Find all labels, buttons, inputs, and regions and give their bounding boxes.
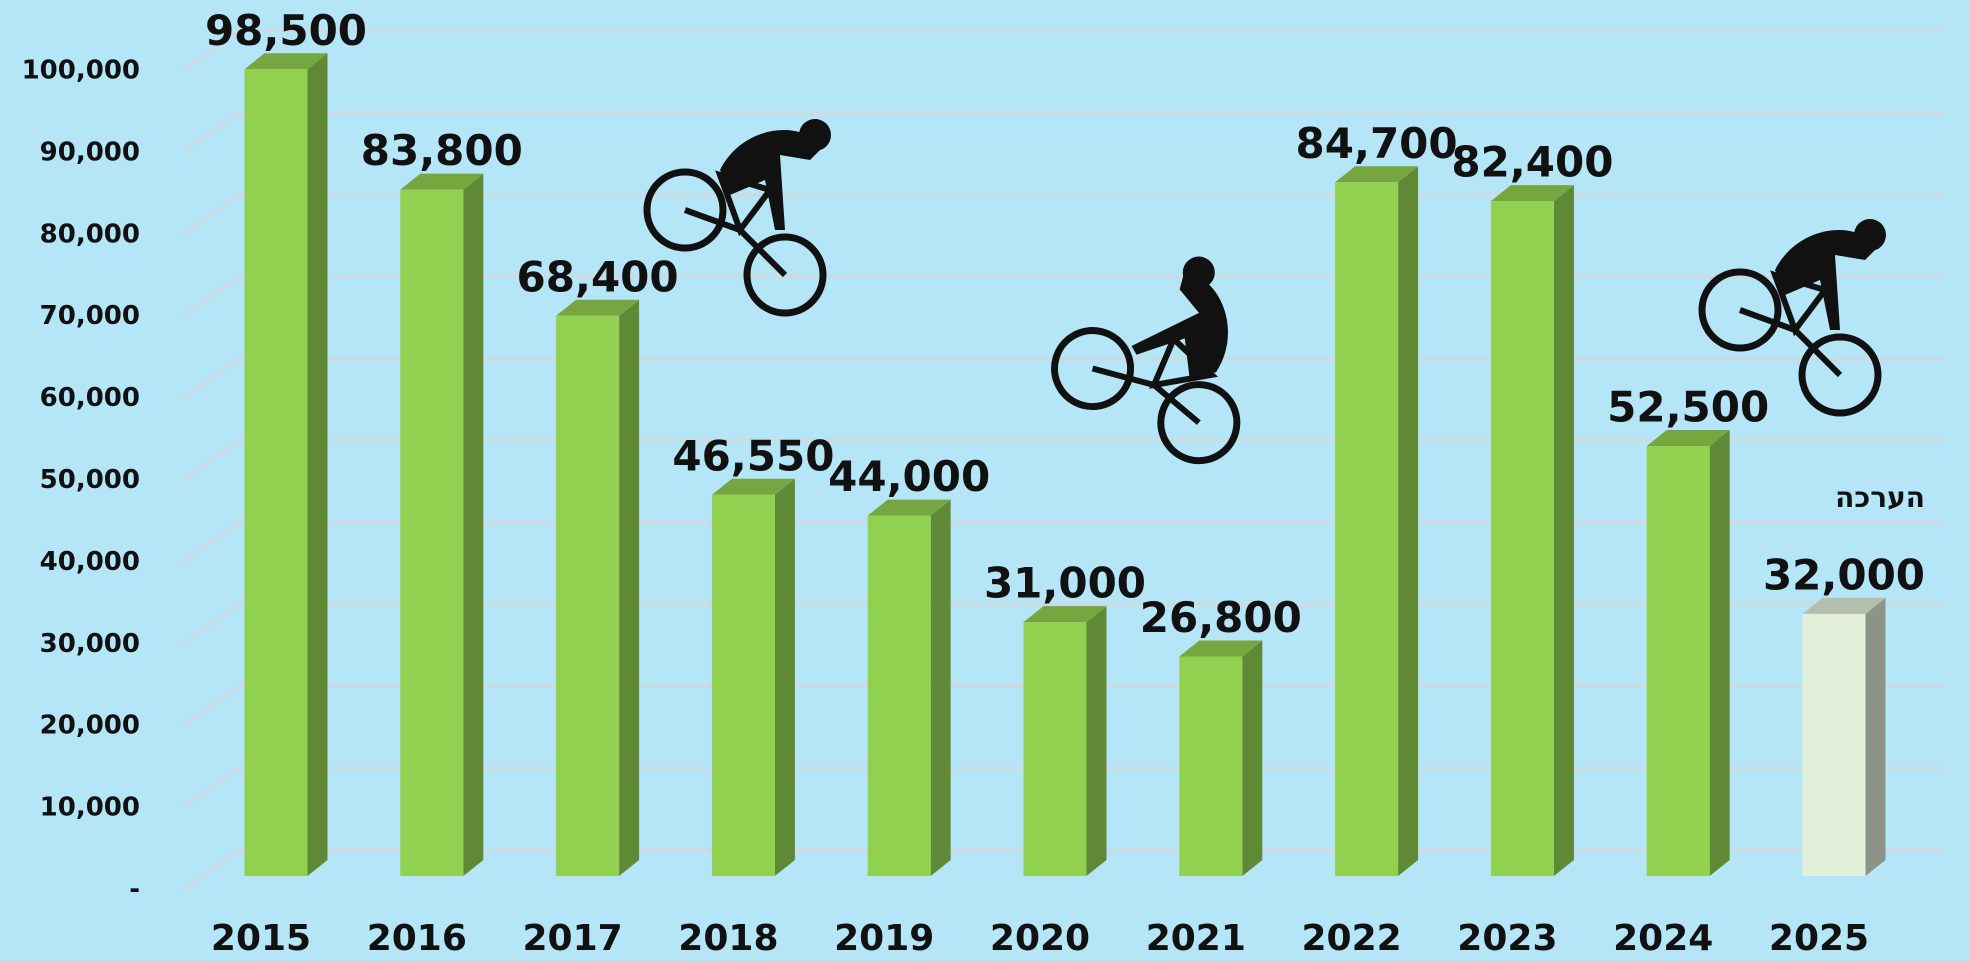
y-tick-label: 70,000 [40, 301, 140, 331]
x-tick-label: 2017 [522, 918, 622, 959]
grid-line [181, 29, 1945, 73]
bar [711, 494, 775, 876]
x-tick-label: 2022 [1301, 918, 1401, 959]
bar-side [1398, 166, 1419, 876]
value-label: 44,000 [828, 452, 990, 501]
y-tick-label: - [129, 875, 140, 905]
y-tick-label: 80,000 [40, 219, 140, 249]
y-tick-label: 30,000 [40, 629, 140, 659]
y-tick-label: 50,000 [40, 465, 140, 495]
y-tick-label: 10,000 [40, 793, 140, 823]
bar-top [1646, 430, 1730, 447]
value-label: 98,500 [205, 6, 367, 55]
bar-top [556, 299, 640, 316]
x-tick-label: 2016 [367, 918, 467, 959]
bar [556, 315, 620, 877]
value-label: 68,400 [517, 252, 679, 301]
x-tick-label: 2023 [1457, 918, 1557, 959]
bar [1802, 613, 1866, 876]
bar [867, 515, 931, 876]
bar [1335, 182, 1399, 876]
value-label: 84,700 [1296, 119, 1458, 168]
y-tick-label: 20,000 [40, 711, 140, 741]
x-tick-label: 2020 [990, 918, 1090, 959]
bar-side [930, 499, 951, 876]
bar [1023, 622, 1087, 876]
bar-top [1179, 640, 1263, 657]
y-tick-label: 100,000 [22, 56, 140, 86]
x-tick-label: 2021 [1146, 918, 1246, 959]
bar-top [400, 173, 484, 190]
bar-top [1490, 185, 1574, 202]
value-label: 32,000 [1763, 550, 1925, 599]
bike-icon [1037, 251, 1297, 507]
bar-side [1865, 597, 1886, 876]
bar-side [463, 173, 484, 877]
bar-side [1086, 606, 1107, 876]
value-label: 31,000 [984, 559, 1146, 608]
bar-side [307, 53, 328, 877]
bar [1179, 656, 1243, 876]
bar-side [1242, 640, 1263, 876]
x-tick-label: 2019 [834, 918, 934, 959]
bar-side [774, 478, 795, 876]
bar [400, 189, 464, 877]
y-tick-label: 60,000 [40, 383, 140, 413]
bar [1490, 201, 1554, 877]
bar-top [1023, 606, 1107, 623]
y-tick-label: 40,000 [40, 547, 140, 577]
bar-top [867, 499, 951, 516]
bar-top [1335, 166, 1419, 183]
value-label: 83,800 [361, 126, 523, 175]
value-label: 52,500 [1607, 383, 1769, 432]
bar-side [1553, 185, 1574, 877]
x-tick-label: 2024 [1613, 918, 1713, 959]
value-label: 46,550 [672, 431, 834, 480]
grid [181, 29, 1945, 892]
bar [1646, 446, 1710, 876]
x-tick-label: 2015 [211, 918, 311, 959]
y-tick-label: 90,000 [40, 137, 140, 167]
value-label: 82,400 [1451, 138, 1613, 187]
bar-top [244, 53, 328, 70]
bar-top [1802, 597, 1886, 614]
x-tick-label: 2018 [678, 918, 778, 959]
bar-top [711, 478, 795, 495]
x-tick-label: 2025 [1769, 918, 1869, 959]
annotation: הערכה [1835, 481, 1925, 514]
value-label: 26,800 [1140, 593, 1302, 642]
bar-side [1709, 430, 1730, 876]
bar-side [619, 299, 640, 877]
grid-line [181, 111, 1945, 155]
bar [244, 69, 308, 876]
